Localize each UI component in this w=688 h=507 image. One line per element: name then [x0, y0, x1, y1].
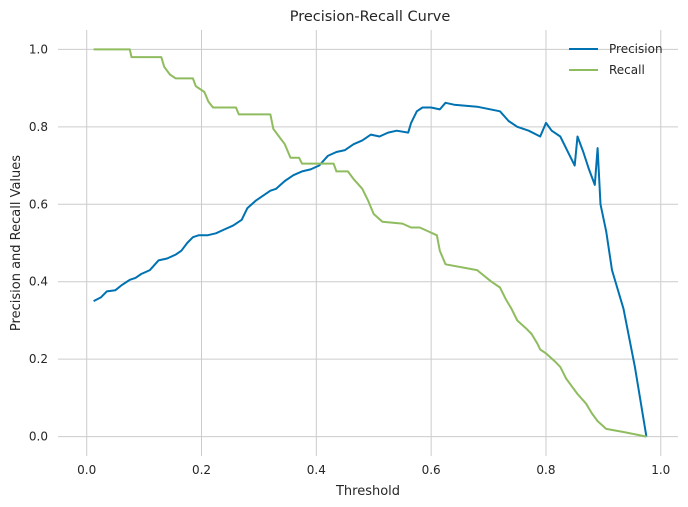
series-layer: [93, 48, 648, 438]
chart-title: Precision-Recall Curve: [290, 9, 451, 25]
y-tick-label: 1.0: [29, 42, 48, 56]
tick-labels: 0.0 0.2 0.4 0.6 0.8 1.0 0.0 0.2 0.4 0.6 0.8 1.0: [29, 42, 670, 477]
series-line-precision: [93, 101, 648, 437]
y-tick-label: 0.2: [29, 352, 48, 366]
x-tick-label: 0.2: [192, 463, 211, 477]
legend-label-precision: Precision: [609, 42, 663, 56]
y-axis-label: Precision and Recall Values: [9, 155, 24, 331]
x-tick-label: 0.8: [536, 463, 555, 477]
y-tick-label: 0.4: [29, 275, 48, 289]
x-tick-label: 0.6: [422, 463, 441, 477]
legend-label-recall: Recall: [609, 63, 645, 77]
y-tick-label: 0.8: [29, 120, 48, 134]
x-tick-label: 0.0: [77, 463, 96, 477]
x-tick-label: 0.4: [307, 463, 326, 477]
y-tick-label: 0.6: [29, 197, 48, 211]
grid: [58, 30, 678, 456]
series-line-recall: [93, 48, 647, 438]
y-tick-label: 0.0: [29, 430, 48, 444]
x-tick-label: 1.0: [651, 463, 670, 477]
legend: Precision Recall: [569, 42, 663, 77]
x-axis-label: Threshold: [335, 484, 400, 499]
